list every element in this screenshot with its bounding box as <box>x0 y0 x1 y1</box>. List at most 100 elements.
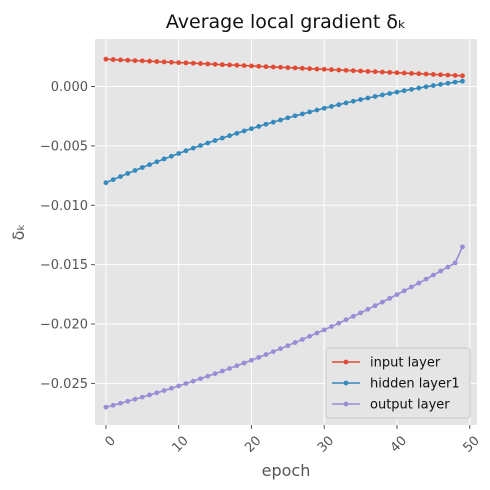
series-group <box>103 56 465 410</box>
data-point <box>256 355 262 360</box>
data-point <box>125 57 131 63</box>
data-point <box>285 65 291 71</box>
data-point <box>110 57 116 62</box>
data-point <box>292 113 298 119</box>
data-point <box>219 62 225 68</box>
data-point <box>132 168 138 173</box>
data-point <box>401 288 407 294</box>
data-point <box>423 71 429 77</box>
data-point <box>169 385 174 391</box>
data-point <box>401 88 407 94</box>
data-point <box>263 352 269 357</box>
data-point <box>307 333 313 339</box>
data-point <box>445 72 451 78</box>
data-point <box>350 68 356 74</box>
data-point <box>205 373 211 379</box>
data-point <box>423 84 429 90</box>
data-point <box>234 363 240 369</box>
data-point <box>329 67 334 73</box>
data-point <box>365 95 371 101</box>
data-point <box>263 121 269 127</box>
data-point <box>314 66 320 72</box>
legend-item: input layer <box>332 356 441 371</box>
data-point <box>198 61 203 66</box>
data-point <box>103 180 109 186</box>
data-point <box>321 327 327 333</box>
data-point <box>125 171 131 176</box>
data-point <box>198 376 203 382</box>
data-point <box>438 268 444 274</box>
data-point <box>460 78 465 84</box>
data-point <box>409 86 414 92</box>
series-hidden-layer1 <box>103 78 465 186</box>
data-point <box>401 70 407 76</box>
data-point <box>190 145 196 151</box>
data-point <box>438 72 444 78</box>
data-point <box>350 313 356 319</box>
data-point <box>416 280 422 286</box>
y-tick-label: 0.000 <box>51 80 88 95</box>
data-point <box>278 117 283 123</box>
data-point <box>387 69 393 75</box>
data-point <box>169 153 174 159</box>
data-point <box>380 92 385 98</box>
legend-box <box>325 347 471 419</box>
data-point <box>256 63 262 69</box>
data-point <box>416 85 422 91</box>
data-point <box>227 366 233 371</box>
data-point <box>198 143 203 148</box>
legend-marker <box>343 380 349 386</box>
data-point <box>314 330 320 336</box>
data-point <box>452 260 458 266</box>
data-point <box>387 91 393 96</box>
data-point <box>409 284 414 290</box>
data-point <box>372 69 378 75</box>
series-input-layer <box>103 56 465 79</box>
y-tick-label: −0.020 <box>40 318 88 333</box>
data-point <box>460 244 465 250</box>
legend-label: output layer <box>370 398 450 413</box>
data-point <box>169 59 174 65</box>
data-point <box>409 71 414 76</box>
data-point <box>438 81 444 87</box>
data-point <box>394 70 400 76</box>
data-point <box>103 56 109 62</box>
data-point <box>299 111 305 117</box>
data-point <box>307 66 313 72</box>
data-point <box>336 320 342 326</box>
data-point <box>350 98 356 104</box>
data-point <box>154 390 160 396</box>
data-point <box>212 61 218 67</box>
data-point <box>154 159 160 165</box>
data-point <box>278 64 283 70</box>
data-point <box>430 83 436 88</box>
data-point <box>358 97 363 102</box>
data-point <box>285 115 291 121</box>
data-point <box>212 138 218 143</box>
data-point <box>430 71 436 77</box>
data-point <box>147 58 152 64</box>
data-point <box>212 371 218 377</box>
data-point <box>416 71 422 77</box>
data-point <box>321 66 327 72</box>
data-point <box>445 80 451 86</box>
data-point <box>132 396 138 402</box>
data-point <box>205 140 211 146</box>
data-point <box>445 264 451 270</box>
data-point <box>118 57 123 63</box>
data-point <box>285 343 291 349</box>
data-point <box>270 64 276 70</box>
data-point <box>103 404 109 410</box>
data-point <box>343 100 349 106</box>
data-point <box>460 73 465 79</box>
data-point <box>227 133 233 139</box>
data-point <box>394 89 400 95</box>
data-point <box>292 340 298 345</box>
data-point <box>249 63 254 69</box>
data-point <box>365 69 371 74</box>
data-point <box>139 58 145 64</box>
data-point <box>176 151 182 156</box>
data-point <box>241 128 247 134</box>
